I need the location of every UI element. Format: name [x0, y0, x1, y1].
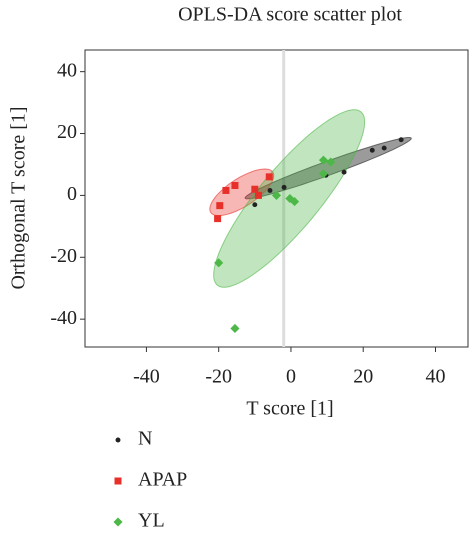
x-axis-label: T score [1]	[246, 398, 333, 420]
legend-marker	[114, 477, 122, 485]
x-tick-label: -40	[133, 366, 160, 388]
point	[254, 191, 262, 199]
x-tick-label: 20	[353, 366, 373, 388]
point	[222, 186, 230, 194]
point	[341, 169, 347, 175]
point	[267, 188, 273, 193]
point	[230, 323, 240, 333]
point	[251, 185, 259, 193]
point	[381, 145, 387, 151]
point	[216, 202, 224, 210]
y-tick-label: 40	[57, 59, 77, 81]
point	[290, 197, 300, 207]
point	[231, 182, 239, 190]
legend-label: N	[138, 428, 152, 450]
legend-marker	[113, 517, 123, 527]
chart-title: OPLS-DA score scatter plot	[178, 4, 402, 26]
confidence-ellipse	[209, 168, 275, 217]
y-tick-label: -20	[50, 245, 77, 267]
y-axis-label: Orthogonal T score [1]	[8, 106, 30, 289]
point	[369, 147, 375, 153]
x-tick-label: -20	[205, 366, 232, 388]
point	[214, 215, 222, 223]
point	[398, 137, 404, 143]
plot-frame	[84, 49, 469, 348]
point	[318, 169, 329, 179]
y-tick-label: 20	[57, 121, 77, 143]
point	[318, 155, 329, 165]
legend-label: YL	[138, 510, 165, 532]
point	[214, 258, 224, 268]
x-tick-label: 0	[286, 366, 296, 388]
point	[265, 173, 273, 181]
confidence-ellipse	[244, 137, 412, 200]
point	[281, 184, 287, 190]
point	[271, 190, 282, 200]
y-tick-label: -40	[50, 307, 77, 329]
legend-label: APAP	[138, 469, 187, 491]
point	[252, 202, 258, 208]
x-tick-label: 40	[425, 366, 445, 388]
y-tick-label: 0	[67, 183, 77, 205]
legend-marker	[115, 437, 121, 443]
point	[326, 157, 336, 167]
